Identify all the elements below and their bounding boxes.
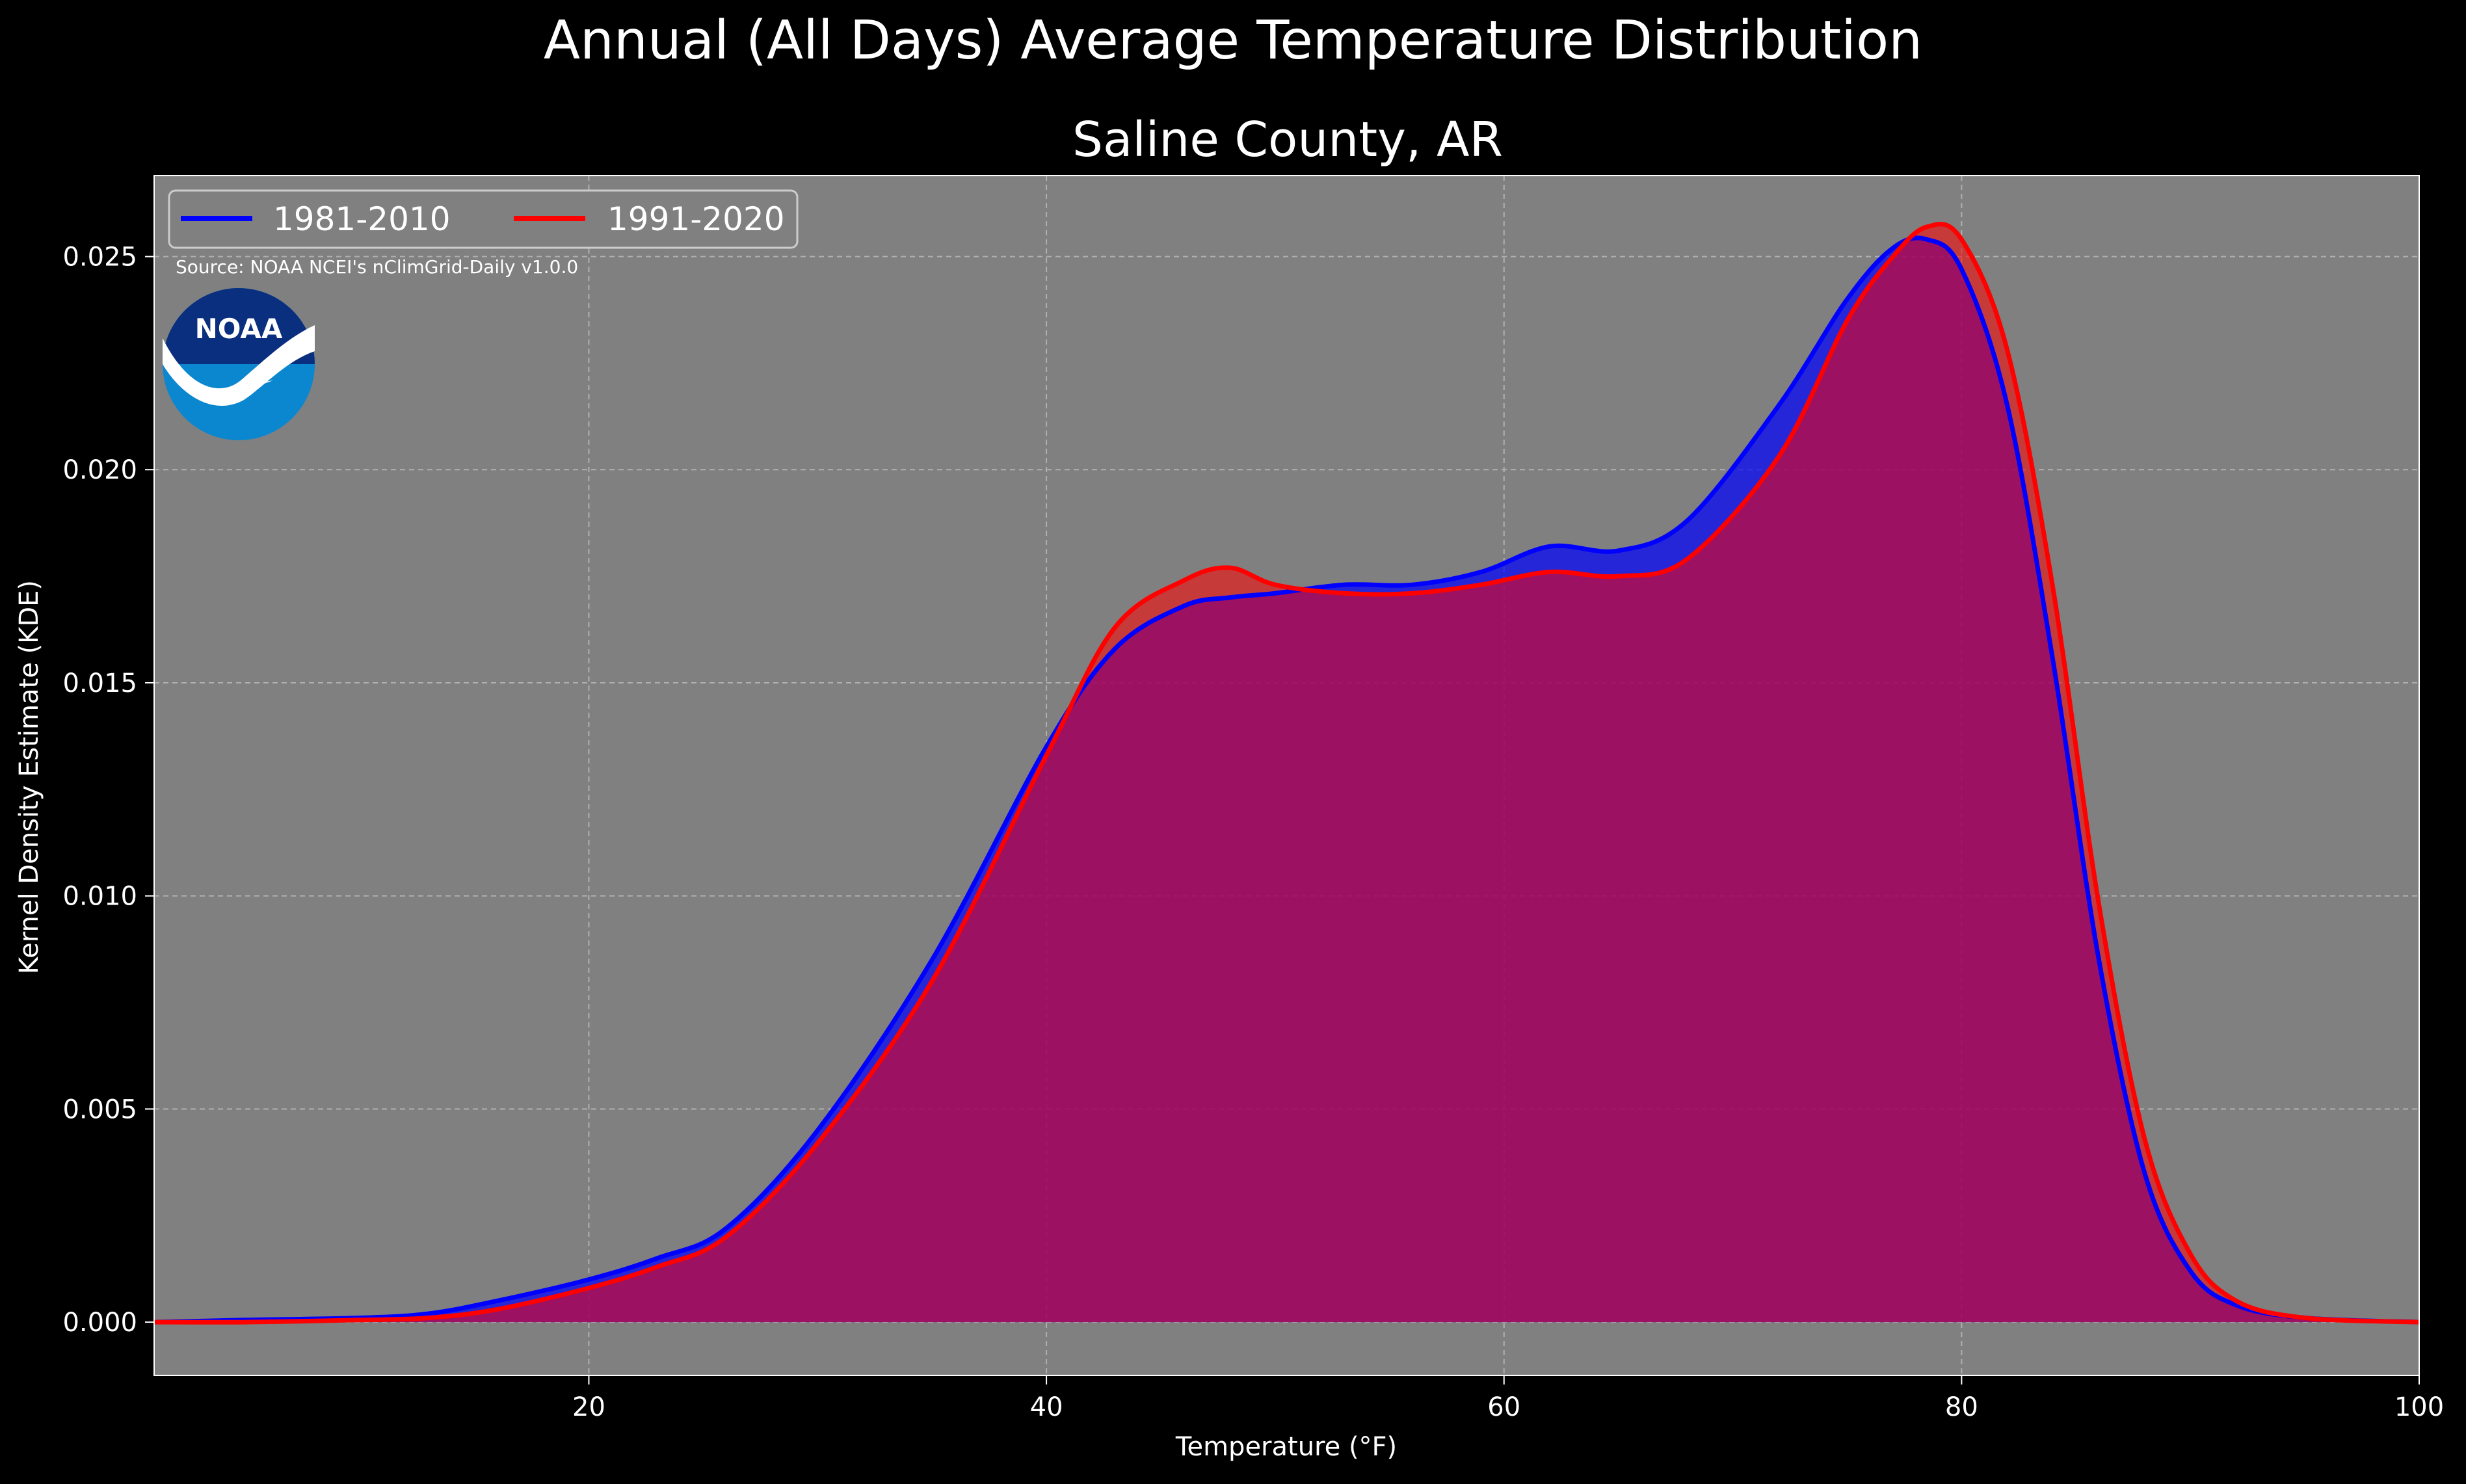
- legend-label-1991-2020: 1991-2020: [607, 200, 785, 238]
- y-tick-label: 0.025: [62, 243, 137, 272]
- legend-label-1981-2010: 1981-2010: [273, 200, 451, 238]
- plot-frame: [153, 175, 2420, 1376]
- x-axis-label: Temperature (°F): [1175, 1432, 1397, 1462]
- x-tick-label: 80: [1945, 1392, 1978, 1422]
- x-tick-label: 100: [2394, 1392, 2444, 1422]
- x-tick-label: 20: [572, 1392, 605, 1422]
- x-tick-label: 40: [1030, 1392, 1063, 1422]
- line-1981-2010: [153, 235, 2420, 1325]
- chart-title: Saline County, AR: [1072, 112, 1503, 168]
- y-axis-label: Kernel Density Estimate (KDE): [14, 580, 44, 974]
- x-tick-label: 60: [1487, 1392, 1520, 1422]
- area-1991-2020: [154, 224, 2419, 1323]
- y-tick-label: 0.005: [62, 1094, 137, 1124]
- density-lines: [153, 222, 2420, 1325]
- density-fills: [154, 224, 2419, 1323]
- y-tick-label: 0.000: [62, 1308, 137, 1338]
- legend: 1981-2010 1991-2020: [168, 189, 799, 249]
- y-tick-label: 0.010: [62, 882, 137, 912]
- noaa-logo-text: NOAA: [195, 313, 283, 345]
- axis-ticks: 20 40 60 80 100 0.000 0.005 0.010 0.015 0.020 0.02…: [62, 243, 2444, 1422]
- line-1991-2020: [153, 222, 2420, 1325]
- y-tick-label: 0.020: [62, 455, 137, 485]
- noaa-logo: NOAA: [163, 288, 315, 440]
- source-note: Source: NOAA NCEI's nClimGrid-Daily v1.0…: [176, 256, 578, 278]
- figure-suptitle: Annual (All Days) Average Temperature Di…: [544, 10, 1922, 72]
- legend-box: [168, 189, 799, 249]
- y-tick-label: 0.015: [62, 669, 137, 698]
